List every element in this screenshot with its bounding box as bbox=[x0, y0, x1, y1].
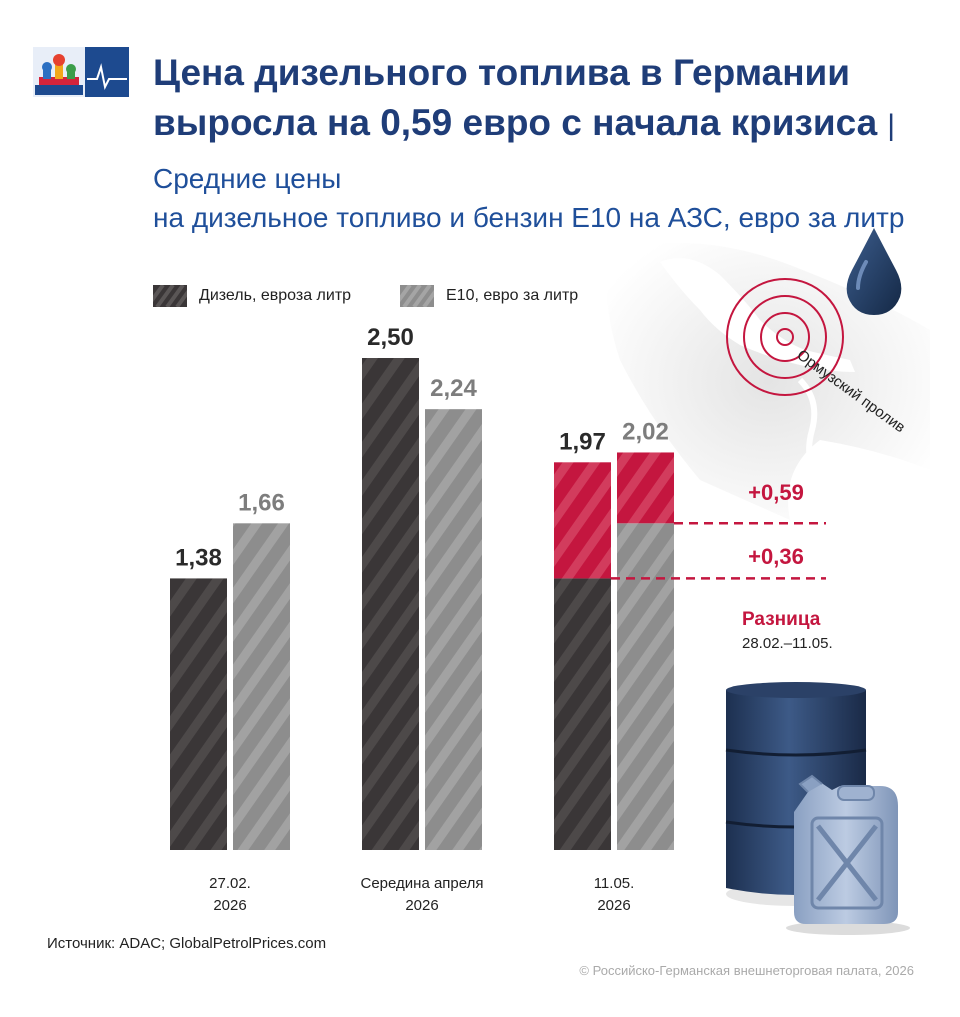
bar-e10-1 bbox=[425, 409, 482, 850]
oil-drop-icon bbox=[846, 228, 902, 315]
bar-diesel-0 bbox=[170, 578, 227, 850]
bar-value-diesel-1: 2,50 bbox=[367, 324, 414, 351]
legend-swatch-e10 bbox=[400, 285, 434, 307]
subtitle-part1: Средние цены bbox=[153, 163, 342, 194]
legend-item-diesel: Дизель, евроза литр bbox=[153, 285, 351, 307]
legend-swatch-diesel bbox=[153, 285, 187, 307]
bar-value-diesel-0: 1,38 bbox=[175, 544, 222, 571]
bar-value-e10-1: 2,24 bbox=[430, 375, 477, 402]
map-hormuz-icon bbox=[606, 242, 930, 520]
bar-increase-e10 bbox=[617, 452, 674, 524]
chart-subtitle: на дизельное топливо и бензин Е10 на АЗС… bbox=[153, 202, 905, 233]
bar-e10-0 bbox=[233, 523, 290, 850]
legend-label-diesel: Дизель, евроза литр bbox=[199, 287, 352, 304]
difference-range: 28.02.–11.05. bbox=[742, 635, 833, 652]
legend-label-e10: E10, евро за литр bbox=[446, 287, 579, 304]
bar-increase-diesel bbox=[554, 462, 611, 579]
bar-value-e10-0: 1,66 bbox=[238, 489, 285, 516]
jerrycan-icon bbox=[786, 774, 910, 935]
category-label-1: Середина апреля bbox=[361, 875, 484, 892]
difference-label: Разница bbox=[742, 609, 821, 630]
logo-icon bbox=[33, 47, 129, 97]
increase-label-1: +0,36 bbox=[748, 544, 804, 569]
bar-value-e10-2: 2,02 bbox=[622, 418, 669, 445]
legend-item-e10: E10, евро за литр bbox=[400, 285, 578, 307]
source-note: Источник: ADAC; GlobalPetrolPrices.com bbox=[47, 935, 327, 952]
bar-e10-2 bbox=[617, 523, 674, 850]
category-label-2: 11.05. bbox=[594, 875, 635, 892]
bar-value-diesel-2: 1,97 bbox=[559, 428, 606, 455]
category-label-1: 2026 bbox=[405, 897, 438, 914]
chart-title: Цена дизельного топлива в Германии вырос… bbox=[153, 48, 933, 204]
title-text: Цена дизельного топлива в Германии вырос… bbox=[153, 52, 878, 143]
copyright-note: © Российско-Германская внешнеторговая па… bbox=[579, 963, 914, 978]
increase-label-0: +0,59 bbox=[748, 480, 804, 505]
category-label-2: 2026 bbox=[597, 897, 630, 914]
bar-diesel-1 bbox=[362, 358, 419, 850]
title-separator: | bbox=[887, 109, 895, 142]
bar-diesel-2 bbox=[554, 578, 611, 850]
category-label-0: 2026 bbox=[213, 897, 246, 914]
category-label-0: 27.02. bbox=[209, 875, 251, 892]
